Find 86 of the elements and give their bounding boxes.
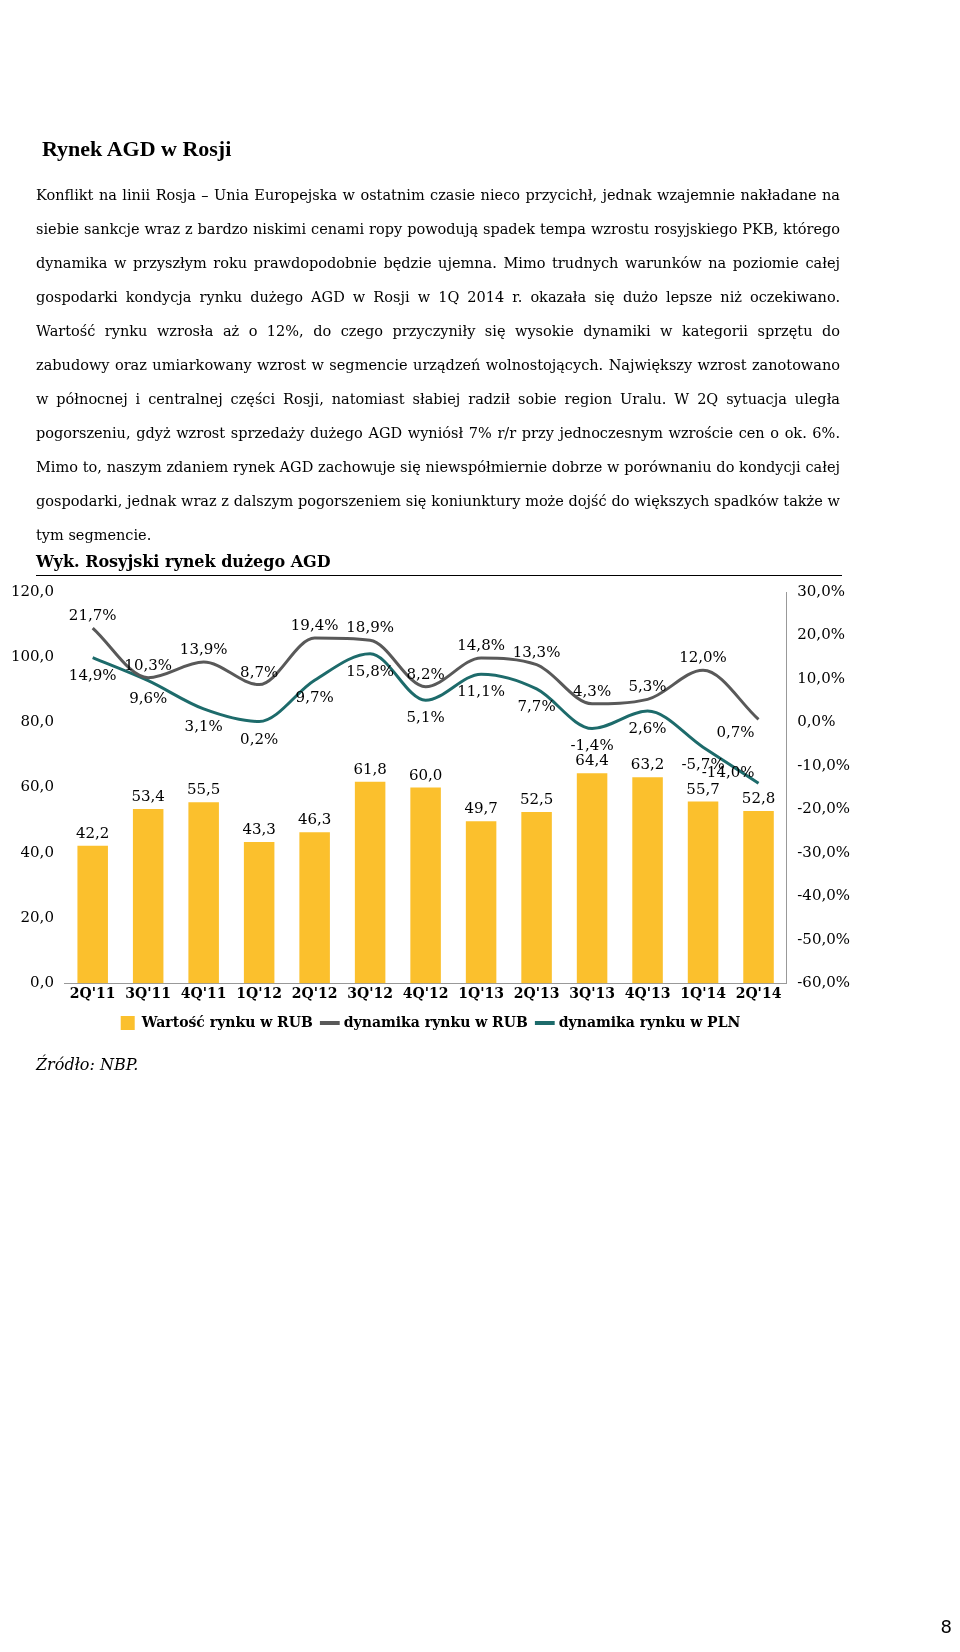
x-tick-label: 2Q'14 xyxy=(735,985,782,1002)
data-label: 14,9% xyxy=(68,665,117,684)
text: Źródło: NBP. xyxy=(36,1055,139,1074)
data-label: 46,3 xyxy=(297,810,332,829)
data-label: 60,0 xyxy=(408,765,443,784)
x-tick-label: 1Q'14 xyxy=(680,985,727,1002)
bar xyxy=(243,842,275,984)
text: Konflikt na linii Rosja – Unia Europejska w ostatnim czasie nieco przycichł, jednak wzajemnie nakładane na siebie sankcje wraz z bardzo niskimi cenami ropy powodują spadek tempa wzrostu rosyjskiego PKB, którego dynamika w przyszłym roku prawdopodobnie będzie ujemna. Mimo trudnych warunków na poziomie całej gospodarki kondycja rynku dużego AGD w Rosji w 1Q 2014 r. okazała się dużo lepsze niż oczekiwano. Wartość rynku wzrosła aż o 12%, do czego przyczyniły się wysokie dynamiki w kategorii sprzętu do zabudowy oraz umiarkowany wzrost w segmencie urządzeń wolnostojących. Największy wzrost zanotowano w północnej i centralnej części Rosji, natomiast słabiej radził sobie region Uralu. W 2Q sytuacja uległa pogorszeniu, gdyż wzrost sprzedaży dużego AGD wyniósł 7% r/r przy jednoczesnym wzroście cen o ok. 6%. Mimo to, naszym zdaniem rynek AGD zachowuje się niewspółmiernie dobrze w porównaniu do kondycji całej gospodarki, jednak wraz z dalszym pogorszeniem się koniunktury może dojść do większych spadków także w tym segmencie. xyxy=(36,187,840,543)
data-label: 55,7 xyxy=(686,779,720,798)
y2-tick-label: -50,0% xyxy=(797,929,851,948)
y-tick-label: 100,0 xyxy=(10,647,54,666)
y-tick-label: 20,0 xyxy=(20,907,54,926)
x-tick-label: 3Q'12 xyxy=(347,985,393,1002)
x-tick-label: 1Q'12 xyxy=(236,985,283,1002)
bar xyxy=(410,787,441,984)
data-label: 49,7 xyxy=(464,799,498,818)
y2-tick-label: 30,0% xyxy=(797,581,845,600)
data-label: 63,2 xyxy=(630,755,665,774)
bar xyxy=(521,812,552,984)
x-tick-label: 4Q'12 xyxy=(402,985,449,1002)
y-tick-label: 40,0 xyxy=(20,842,54,861)
data-label: 9,6% xyxy=(129,688,168,707)
data-label: 18,9% xyxy=(346,618,394,637)
data-label: 2,6% xyxy=(628,719,667,738)
data-label: 61,8 xyxy=(353,759,387,778)
x-tick-label: 2Q'13 xyxy=(513,985,560,1002)
data-label: 52,5 xyxy=(519,790,554,809)
x-tick-label: 4Q'13 xyxy=(624,985,671,1002)
bar xyxy=(354,781,386,984)
data-label: 0,7% xyxy=(716,723,755,742)
text: 8 xyxy=(940,1616,952,1637)
data-label: 3,1% xyxy=(184,716,223,735)
data-label: 12,0% xyxy=(679,648,727,667)
data-label: 15,8% xyxy=(346,661,394,680)
chart-subtitle: Wyk. Rosyjski rynek dużego AGD xyxy=(36,552,842,576)
chart-title: Rynek AGD w Rosji xyxy=(42,136,232,162)
data-label: 9,7% xyxy=(295,688,334,707)
bar xyxy=(465,821,497,984)
data-label: 4,3% xyxy=(573,681,612,700)
y-tick-label: 0,0 xyxy=(30,973,54,992)
bar xyxy=(188,802,219,984)
x-tick-label: 4Q'11 xyxy=(180,985,227,1002)
y2-tick-label: -60,0% xyxy=(797,973,851,992)
bar xyxy=(576,773,608,984)
x-tick-label: 3Q'13 xyxy=(569,985,615,1002)
y2-tick-label: -10,0% xyxy=(797,755,851,774)
y-tick-label: 60,0 xyxy=(20,777,54,796)
data-label: 21,7% xyxy=(68,606,117,625)
legend-label: Wartość rynku w RUB xyxy=(140,1013,313,1030)
y-tick-label: 80,0 xyxy=(20,712,54,731)
legend-label: dynamika rynku w PLN xyxy=(558,1013,741,1030)
bar xyxy=(299,832,330,984)
data-label: 14,8% xyxy=(457,636,505,655)
data-label: 7,7% xyxy=(517,696,556,715)
data-label: 53,4 xyxy=(131,787,165,806)
bar xyxy=(743,811,774,984)
x-tick-label: 1Q'13 xyxy=(458,985,504,1002)
data-label: 10,3% xyxy=(124,655,172,674)
data-label: 5,1% xyxy=(406,708,445,727)
y-tick-label: 120,0 xyxy=(10,581,54,600)
y2-tick-label: -30,0% xyxy=(797,842,851,861)
data-label: 19,4% xyxy=(290,616,339,635)
x-tick-label: 2Q'11 xyxy=(69,985,116,1002)
y2-tick-label: -20,0% xyxy=(797,799,851,818)
data-label: 0,2% xyxy=(240,729,279,748)
data-label: 11,1% xyxy=(457,682,505,701)
y2-tick-label: 0,0% xyxy=(797,712,836,731)
data-label: 13,9% xyxy=(179,639,228,658)
data-label: 5,3% xyxy=(628,677,667,696)
data-label: 52,8 xyxy=(741,789,776,808)
data-label: 8,2% xyxy=(406,664,445,683)
x-tick-label: 2Q'12 xyxy=(291,985,338,1002)
bar xyxy=(687,801,719,984)
y2-tick-label: 20,0% xyxy=(797,625,845,644)
bar xyxy=(77,845,108,984)
data-label: 42,2 xyxy=(75,823,110,842)
y2-tick-label: -40,0% xyxy=(797,886,851,905)
bar xyxy=(132,809,164,984)
bar xyxy=(632,777,663,984)
legend-label: dynamika rynku w RUB xyxy=(343,1013,528,1030)
data-label: 13,3% xyxy=(512,642,561,661)
data-label: 8,7% xyxy=(240,662,279,681)
y2-tick-label: 10,0% xyxy=(797,668,845,687)
data-label: 43,3 xyxy=(242,820,276,839)
data-label: 55,5 xyxy=(186,780,221,799)
x-tick-label: 3Q'11 xyxy=(125,985,172,1002)
